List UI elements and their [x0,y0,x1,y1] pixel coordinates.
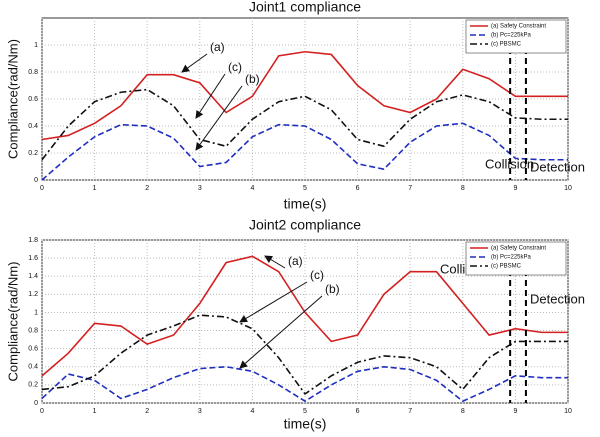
series-line [41,88,568,161]
x-tick-label: 4 [250,185,254,192]
annotation-label: (a) [210,40,225,54]
x-tick-label: 0 [40,185,44,192]
y-tick-label: 0 [34,177,38,184]
annotation-label: (c) [228,60,242,74]
series-line [41,314,568,396]
event-label: Collision [485,156,534,171]
series-line [41,122,568,181]
legend-label: (b) Pc=225kPa [491,33,532,39]
y-tick-label: 0.6 [28,96,38,103]
x-tick-label: 8 [461,185,465,192]
y-tick-label: 0.2 [28,150,38,157]
y-tick-label: 0.2 [28,382,38,389]
y-axis-label: Compliance(rad/Nm) [5,39,20,159]
x-tick-label: 7 [408,408,412,415]
series-line [41,255,568,377]
legend-label: (b) Pc=225kPa [491,255,532,261]
x-tick-label: 9 [513,185,517,192]
event-label: Detection [530,159,585,174]
series-line [41,50,568,141]
x-tick-label: 1 [93,408,97,415]
x-tick-label: 6 [356,408,360,415]
x-tick-label: 10 [564,185,572,192]
x-tick-label: 10 [564,408,572,415]
y-tick-label: 0 [34,400,38,407]
x-tick-label: 2 [145,185,149,192]
x-tick-label: 8 [461,408,465,415]
x-tick-label: 5 [303,185,307,192]
annotation-label: (b) [245,72,260,86]
y-tick-label: 1 [34,42,38,49]
y-tick-label: 0.8 [28,327,38,334]
y-tick-label: 1.6 [28,255,38,262]
y-tick-label: 0.8 [28,69,38,76]
event-label: Detection [530,291,585,306]
y-tick-label: 0.6 [28,346,38,353]
annotation-arrow [195,73,226,119]
y-tick-label: 1.2 [28,291,38,298]
y-tick-label: 0.4 [28,123,38,130]
y-tick-label: 1.4 [28,273,38,280]
series-line [41,365,568,403]
legend-label: (c) PBSMC [491,42,522,48]
x-tick-label: 7 [408,185,412,192]
x-axis-label: time(s) [284,416,327,432]
annotation-arrow [239,281,308,323]
y-tick-label: 1 [34,309,38,316]
x-tick-label: 2 [145,408,149,415]
x-tick-label: 1 [93,185,97,192]
annotation-arrow [181,53,208,73]
legend-label: (c) PBSMC [491,264,522,270]
x-tick-label: 4 [250,408,254,415]
legend-label: (a) Safety Constraint [491,24,546,30]
chart-title: Joint2 compliance [249,217,361,233]
annotation-label: (a) [288,254,303,268]
x-tick-label: 5 [303,408,307,415]
legend-label: (a) Safety Constraint [491,246,546,252]
annotation-label: (c) [310,268,324,282]
x-tick-label: 6 [356,185,360,192]
x-tick-label: 9 [513,408,517,415]
annotation-arrow [239,295,323,369]
x-tick-label: 3 [198,185,202,192]
y-tick-label: 0.4 [28,364,38,371]
annotation-label: (b) [325,282,340,296]
x-axis-label: time(s) [284,196,327,212]
chart-title: Joint1 compliance [249,0,361,15]
x-tick-label: 0 [40,408,44,415]
annotation-arrow [195,85,243,151]
y-axis-label: Compliance(rad/Nm) [5,262,20,382]
y-tick-label: 1.8 [28,237,38,244]
annotation-arrow [264,255,286,269]
x-tick-label: 3 [198,408,202,415]
